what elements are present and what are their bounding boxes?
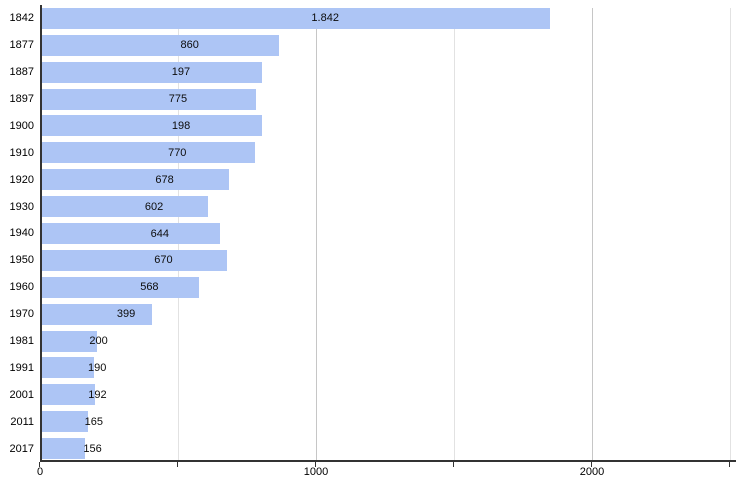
bar-value-label: 165 (84, 415, 103, 428)
bar-value-label: 770 (168, 146, 187, 159)
x-axis-label-0: 0 (36, 466, 44, 478)
bar-value-label: 156 (83, 442, 102, 455)
year-label-1930: 1930 (9, 200, 34, 213)
bar-2017: 156 (42, 438, 102, 460)
bar-value-label: 200 (89, 335, 108, 348)
year-label-1842: 1842 (9, 12, 34, 25)
bar-value-label: 644 (150, 227, 170, 240)
bar-1897: 775 (42, 88, 256, 110)
bar-1877: 860 (42, 34, 280, 56)
bar-1970: 399 (42, 303, 153, 325)
x-axis-label-2000: 2000 (579, 466, 605, 478)
bar-value-label: 192 (88, 388, 107, 401)
bar-value-label: 190 (88, 361, 107, 374)
bar-2001: 192 (42, 384, 107, 406)
year-label-1897: 1897 (9, 93, 34, 106)
bar-1960: 568 (42, 276, 199, 298)
year-label-2001: 2001 (9, 388, 34, 401)
year-label-1970: 1970 (9, 308, 34, 321)
year-label-1981: 1981 (9, 335, 34, 348)
year-label-1877: 1877 (9, 39, 34, 52)
x-axis-label-1000: 1000 (303, 466, 329, 478)
bar-1920: 678 (42, 169, 230, 191)
bar-value-label: 399 (116, 308, 136, 321)
gridline-minor (730, 8, 731, 460)
axis-tick (315, 462, 316, 467)
bar-value-label: 198 (171, 119, 191, 132)
year-label-2011: 2011 (10, 415, 34, 428)
year-label-1940: 1940 (9, 227, 34, 240)
year-label-1960: 1960 (9, 281, 34, 294)
axis-tick (177, 462, 178, 467)
bar-value-label: 1.842 (311, 12, 339, 25)
gridline-major (316, 8, 317, 460)
bar-1991: 190 (42, 357, 106, 379)
bar-1950: 670 (42, 249, 227, 271)
gridline-minor (454, 8, 455, 460)
bar-value-label: 568 (140, 281, 159, 294)
year-label-1920: 1920 (9, 173, 34, 186)
bar-1910: 770 (42, 142, 255, 164)
axis-tick (729, 462, 730, 467)
bar-1981: 200 (42, 330, 108, 352)
year-label-1991: 1991 (9, 361, 34, 374)
axis-tick (591, 462, 592, 467)
bar-value-label: 670 (154, 254, 173, 267)
year-label-1950: 1950 (9, 254, 34, 267)
axis-tick (39, 462, 40, 467)
bar-1842: 1.842 (42, 7, 551, 29)
bar-1930: 602 (42, 196, 209, 218)
bar-1900: 198 (42, 115, 263, 137)
bar-1887: 197 (42, 61, 262, 83)
bar-value-label: 197 (171, 66, 191, 79)
axis-tick (453, 462, 454, 467)
bar-value-label: 860 (180, 39, 199, 52)
bar-value-label: 602 (144, 200, 164, 213)
bar-value-label: 678 (155, 173, 174, 186)
year-label-1900: 1900 (9, 119, 34, 132)
bar-1940: 644 (42, 223, 220, 244)
bar-value-label: 775 (168, 93, 188, 106)
year-label-2017: 2017 (9, 442, 34, 455)
gridline-major (592, 8, 593, 460)
year-label-1910: 1910 (9, 146, 34, 159)
plot-area: 1.842 860 197 775 198 770 678 602 644 670 568 399 20… (40, 5, 736, 462)
bar-2011: 165 (42, 411, 103, 433)
year-label-1887: 1887 (9, 66, 34, 79)
